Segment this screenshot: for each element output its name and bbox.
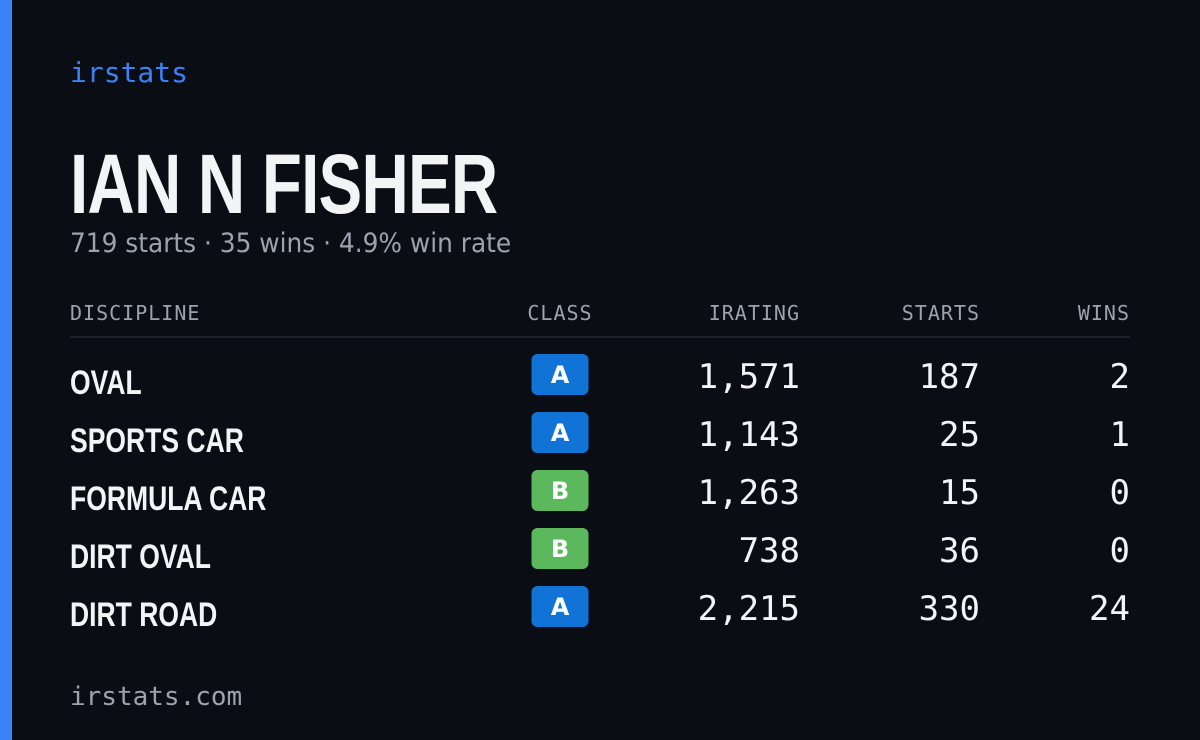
irating: 1,143	[697, 415, 800, 455]
discipline: DIRT ROAD	[70, 596, 218, 634]
brand: irstats	[70, 56, 189, 89]
starts: 15	[939, 473, 980, 513]
class-badge: A	[531, 412, 589, 453]
column-header: STARTS	[901, 301, 980, 325]
column-header: DISCIPLINE	[70, 301, 201, 325]
class-badge: A	[531, 354, 589, 395]
footer: irstats.com	[70, 682, 243, 712]
starts: 330	[918, 589, 980, 629]
header-rule	[70, 336, 1130, 338]
summary: 719 starts · 35 wins · 4.9% win rate	[70, 228, 512, 259]
column-header: WINS	[1077, 301, 1130, 325]
player-name: IAN N FISHER	[70, 137, 498, 231]
discipline: OVAL	[70, 364, 142, 402]
column-header: IRATING	[708, 301, 800, 325]
irating: 2,215	[697, 589, 800, 629]
starts: 36	[939, 531, 980, 571]
wins: 0	[1109, 531, 1130, 571]
discipline: SPORTS CAR	[70, 422, 244, 460]
column-header: CLASS	[527, 301, 593, 325]
starts: 25	[939, 415, 980, 455]
discipline: DIRT OVAL	[70, 538, 211, 576]
class-badge: A	[531, 586, 589, 627]
wins: 1	[1109, 415, 1130, 455]
accent-bar	[0, 0, 12, 740]
discipline: FORMULA CAR	[70, 480, 267, 518]
wins: 2	[1109, 357, 1130, 397]
starts: 187	[918, 357, 980, 397]
wins: 24	[1089, 589, 1130, 629]
irating: 738	[738, 531, 800, 571]
class-badge: B	[531, 470, 589, 511]
class-badge: B	[531, 528, 589, 569]
irating: 1,571	[697, 357, 800, 397]
irating: 1,263	[697, 473, 800, 513]
wins: 0	[1109, 473, 1130, 513]
